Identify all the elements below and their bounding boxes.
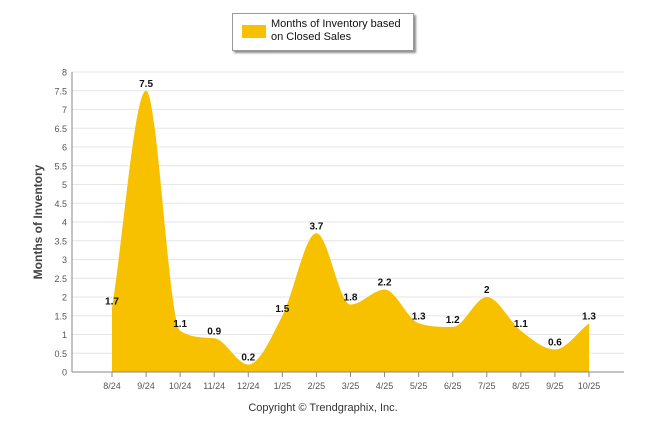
y-tick-label: 4 [62, 218, 67, 228]
legend: Months of Inventory based on Closed Sale… [232, 13, 414, 51]
data-label: 1.8 [344, 293, 358, 304]
x-tick-label: 10/25 [578, 381, 601, 391]
y-tick-label: 5 [62, 180, 67, 190]
data-label: 1.2 [446, 315, 460, 326]
y-tick-label: 6.5 [54, 124, 67, 134]
data-label: 2 [484, 285, 490, 296]
x-tick-label: 8/24 [103, 381, 121, 391]
axes [71, 72, 624, 373]
y-tick-label: 7 [62, 105, 67, 115]
x-tick-label: 11/24 [203, 381, 225, 391]
x-tick-label: 6/25 [444, 381, 462, 391]
x-tick-label: 9/25 [546, 381, 564, 391]
y-tick-label: 5.5 [54, 161, 67, 171]
y-tick-label: 0 [62, 368, 67, 378]
y-tick-label: 7.5 [54, 86, 67, 96]
x-tick-label: 5/25 [410, 381, 428, 391]
x-tick-label: 2/25 [308, 381, 326, 391]
y-axis-title: Months of Inventory [31, 164, 45, 279]
data-label: 0.6 [548, 338, 562, 349]
data-label: 0.2 [241, 353, 255, 364]
data-labels: 1.7 7.5 1.1 0.9 0.2 1.5 3.7 1.8 2.2 1.3 1.2 2 1.1 0.6… [105, 79, 596, 364]
data-label: 1.7 [105, 296, 119, 307]
y-tick-label: 2 [62, 293, 67, 303]
y-tick-label: 6 [62, 143, 67, 153]
data-label: 1.1 [514, 319, 528, 330]
data-label: 1.5 [275, 304, 289, 315]
series-area [112, 90, 589, 372]
x-tick-label: 8/25 [512, 381, 530, 391]
data-label: 1.3 [412, 311, 426, 322]
y-tick-label: 3 [62, 255, 67, 265]
legend-swatch [242, 25, 266, 38]
y-tick-label: 4.5 [54, 199, 67, 209]
y-tick-label: 1 [62, 330, 67, 340]
legend-label: Months of Inventory based on Closed Sale… [271, 18, 401, 43]
x-tick-label: 3/25 [342, 381, 360, 391]
y-tick-labels: 0 0.5 1 1.5 2 2.5 3 3.5 4 4.5 5 5.5 6 6.5 7 7.5 8 [54, 68, 67, 378]
x-tick-label: 7/25 [478, 381, 496, 391]
x-tick-label: 12/24 [237, 381, 260, 391]
data-label: 3.7 [309, 221, 323, 232]
y-tick-label: 1.5 [54, 311, 67, 321]
copyright-text: Copyright © Trendgraphix, Inc. [248, 402, 398, 414]
y-tick-label: 2.5 [54, 274, 67, 284]
y-tick-label: 3.5 [54, 236, 67, 246]
data-label: 1.1 [173, 319, 187, 330]
data-label: 2.2 [378, 278, 392, 289]
y-tick-label: 0.5 [54, 349, 67, 359]
x-tick-label: 1/25 [274, 381, 292, 391]
data-label: 0.9 [207, 326, 221, 337]
data-label: 1.3 [582, 311, 596, 322]
x-tick-labels: 8/24 9/24 10/24 11/24 12/24 1/25 2/25 3/25 4/25 5… [103, 372, 600, 391]
x-tick-label: 10/24 [169, 381, 192, 391]
x-tick-label: 9/24 [137, 381, 155, 391]
x-tick-label: 4/25 [376, 381, 394, 391]
y-tick-label: 8 [62, 68, 67, 78]
data-label: 7.5 [139, 79, 153, 90]
